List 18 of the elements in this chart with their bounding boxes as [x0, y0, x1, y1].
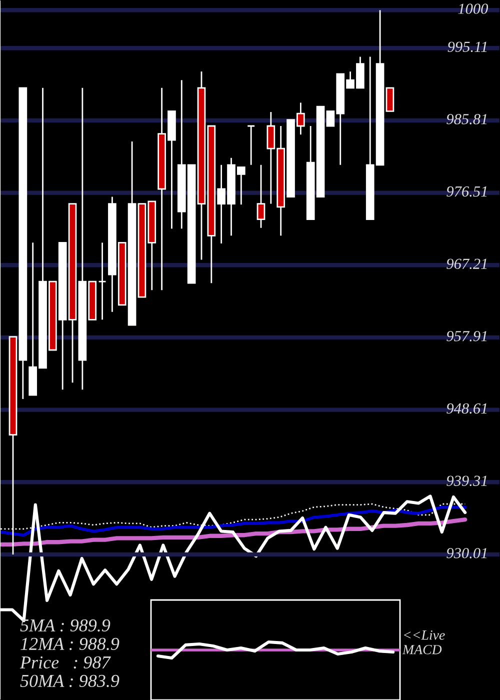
y-tick-label: 995.11 [448, 42, 487, 52]
candlestick [256, 164, 266, 229]
y-tick-label: 957.91 [446, 331, 487, 342]
candlestick [246, 125, 256, 166]
y-tick-label: 930.01 [446, 548, 487, 558]
candlestick [386, 87, 394, 112]
y-tick-label: 985.81 [446, 114, 487, 124]
y-tick-label: 967.21 [446, 258, 487, 270]
annotation: <<Live MACD [402, 630, 445, 654]
annotation: Price : 987 [20, 656, 111, 669]
annotation: 5MA : 989.9 [20, 619, 110, 632]
y-tick-label: 948.61 [446, 403, 487, 414]
y-tick-label: 976.51 [446, 186, 487, 197]
annotation: 50MA : 983.9 [20, 674, 120, 688]
candlestick [98, 242, 106, 320]
y-tick-label: 939.31 [446, 476, 487, 486]
annotation: 12MA : 988.9 [20, 638, 120, 650]
y-tick-label: 1000 [458, 4, 488, 14]
